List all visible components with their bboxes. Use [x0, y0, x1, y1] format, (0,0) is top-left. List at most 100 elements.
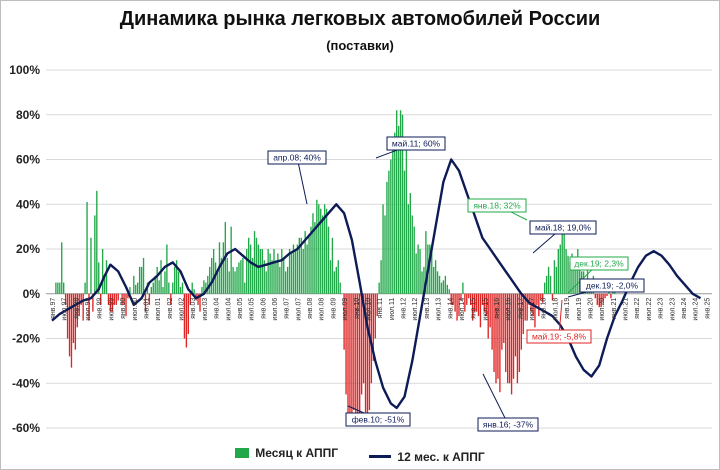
bar — [473, 293, 476, 312]
bar — [337, 260, 339, 294]
bar — [586, 260, 589, 294]
x-tick-label: июл.23 — [669, 298, 676, 321]
bar — [150, 287, 152, 294]
bar — [271, 260, 273, 294]
bar — [575, 266, 577, 294]
bar — [57, 282, 59, 294]
bar — [135, 284, 137, 294]
bar — [325, 208, 328, 294]
bar — [316, 199, 318, 294]
x-tick-label: янв.18 — [541, 298, 548, 319]
bar — [468, 293, 470, 299]
x-tick-label: янв.22 — [634, 298, 641, 319]
x-tick-label: янв.25 — [704, 298, 711, 319]
bar — [327, 226, 330, 294]
bar — [273, 249, 275, 294]
bar — [417, 244, 419, 294]
bar — [216, 271, 219, 294]
x-tick-label: янв.17 — [517, 298, 524, 319]
annotation-label: апр.08; 40% — [273, 153, 321, 163]
bar — [203, 280, 205, 294]
bar — [557, 249, 559, 294]
bar — [565, 249, 567, 294]
x-tick-label: июл.05 — [249, 298, 256, 321]
bar — [294, 249, 297, 294]
bar — [606, 293, 608, 296]
bar — [555, 266, 558, 294]
x-tick-label: янв.21 — [611, 298, 618, 319]
annotation-label: янв.18; 32% — [473, 201, 521, 211]
x-tick-label: июл.03 — [202, 298, 209, 321]
x-tick-label: янв.23 — [658, 298, 665, 319]
bar — [507, 293, 509, 384]
bar — [211, 257, 213, 294]
bar — [314, 222, 316, 294]
bar — [466, 293, 468, 305]
bar — [376, 293, 378, 317]
annotation-label: май.11; 60% — [392, 139, 441, 149]
annotation-box — [579, 278, 645, 293]
bar — [107, 293, 110, 305]
bar — [179, 287, 182, 294]
annotation-box — [467, 198, 527, 213]
bar — [138, 266, 141, 294]
bar — [355, 293, 357, 424]
bar — [339, 282, 341, 294]
bar — [133, 275, 135, 294]
x-tick-label: янв.02 — [167, 298, 174, 319]
x-tick-label: янв.06 — [260, 298, 267, 319]
bar — [425, 231, 427, 294]
bar — [175, 260, 178, 294]
bar — [528, 293, 530, 305]
x-tick-label: июл.18 — [552, 298, 559, 321]
bar — [409, 193, 411, 294]
bar — [246, 249, 248, 294]
bar — [129, 287, 131, 294]
series-line-12m — [51, 158, 702, 410]
x-tick-label: янв.20 — [588, 298, 595, 319]
bar — [600, 293, 602, 308]
bar — [183, 293, 186, 339]
bar — [322, 215, 324, 294]
bar — [542, 293, 544, 303]
bar — [117, 293, 119, 301]
bar — [347, 293, 349, 417]
bar — [244, 282, 246, 294]
y-tick-label: 60% — [16, 153, 40, 167]
bar — [331, 237, 334, 294]
bar — [279, 266, 281, 294]
bar — [220, 257, 223, 294]
bar — [518, 293, 521, 373]
x-tick-label: янв.99 — [97, 298, 104, 319]
bar — [329, 260, 332, 294]
bar — [111, 293, 114, 312]
bar — [249, 244, 252, 294]
bar — [401, 114, 404, 294]
bar — [306, 244, 308, 294]
bar — [285, 271, 287, 294]
bar — [115, 293, 117, 305]
bar — [248, 237, 250, 294]
bar — [267, 249, 269, 294]
bar — [263, 260, 265, 294]
x-tick-label: июл.08 — [319, 298, 326, 321]
y-tick-label: -40% — [12, 376, 40, 390]
bar — [63, 282, 65, 294]
bar — [378, 282, 380, 294]
bar — [547, 266, 550, 294]
bar — [222, 242, 225, 294]
bar — [257, 244, 260, 294]
bar — [396, 110, 398, 294]
bar — [403, 170, 406, 294]
bar — [419, 249, 421, 294]
bar — [536, 293, 538, 305]
bar — [230, 226, 232, 294]
x-tick-label: июл.15 — [482, 298, 489, 321]
x-tick-label: июл.02 — [179, 298, 186, 321]
x-tick-label: июл.21 — [623, 298, 630, 321]
bar — [197, 293, 199, 305]
bar — [288, 249, 291, 294]
bar — [103, 275, 106, 294]
bar — [534, 293, 536, 328]
bar — [483, 293, 485, 312]
